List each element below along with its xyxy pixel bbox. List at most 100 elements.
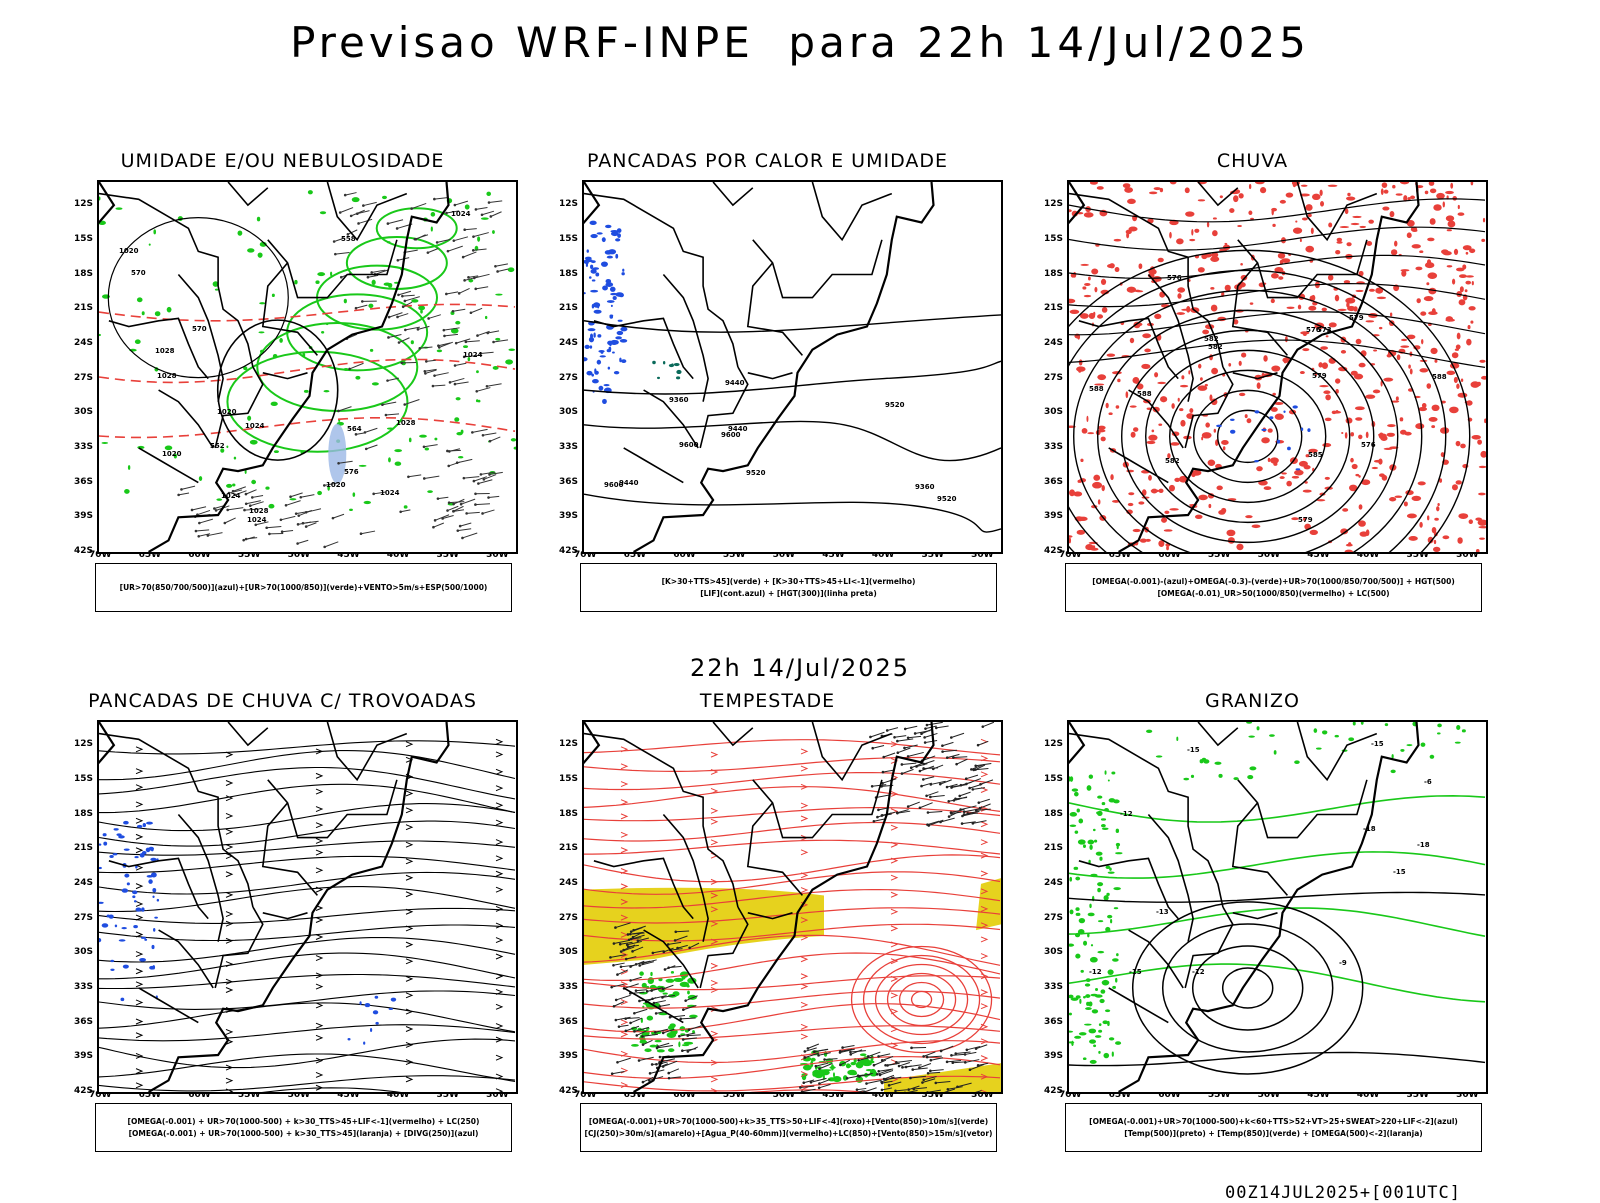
- shaded-area: [1076, 913, 1081, 916]
- latitude-tick-label: 30S: [1035, 407, 1063, 417]
- latitude-tick-label: 36S: [1035, 1017, 1063, 1027]
- wind-vector: [930, 1058, 943, 1062]
- shaded-area: [1481, 239, 1485, 242]
- latitude-tick-label: 21S: [65, 303, 93, 313]
- latitude-tick-label: 12S: [1035, 739, 1063, 749]
- shaded-area: [1294, 470, 1304, 476]
- shaded-area: [238, 231, 243, 236]
- shaded-area: [1101, 437, 1106, 442]
- shaded-area: [1303, 490, 1312, 493]
- shaded-area: [1142, 333, 1151, 338]
- shaded-area: [585, 259, 589, 265]
- shaded-area: [1105, 770, 1107, 774]
- shaded-area: [418, 306, 425, 311]
- wind-vector: [923, 733, 937, 738]
- shaded-area: [618, 320, 623, 322]
- shaded-area: [617, 331, 624, 335]
- shaded-area: [271, 402, 278, 406]
- streamline-arrow: [891, 825, 897, 830]
- shaded-area: [1250, 302, 1254, 304]
- shaded-area: [1140, 539, 1147, 543]
- shaded-area: [1264, 486, 1272, 490]
- shaded-area: [847, 1065, 851, 1067]
- shaded-area: [1221, 440, 1229, 445]
- streamline-arrow: [136, 1033, 142, 1038]
- shaded-area: [1074, 792, 1079, 797]
- streamline-arrow: [136, 932, 142, 937]
- shaded-area: [365, 1003, 371, 1007]
- shaded-area: [155, 311, 161, 316]
- shaded-area: [370, 349, 373, 352]
- shaded-area: [1454, 249, 1458, 255]
- shaded-area: [348, 1038, 351, 1040]
- shaded-area: [1434, 518, 1439, 521]
- shaded-area: [1373, 390, 1380, 394]
- shaded-area: [1128, 492, 1134, 495]
- shaded-area: [1468, 306, 1475, 310]
- wind-vector: [427, 315, 441, 320]
- shaded-area: [689, 1015, 698, 1018]
- shaded-area: [1466, 252, 1469, 255]
- shaded-area: [485, 316, 487, 319]
- shaded-area: [1335, 250, 1340, 254]
- shaded-area: [674, 363, 680, 366]
- shaded-area: [1300, 239, 1302, 242]
- wind-vector: [434, 515, 449, 522]
- streamline-arrow: [981, 871, 987, 876]
- shaded-area: [1396, 396, 1399, 400]
- shaded-area: [1198, 267, 1205, 272]
- shaded-area: [1480, 451, 1486, 458]
- shaded-area: [1158, 258, 1164, 263]
- shaded-area: [1383, 378, 1393, 382]
- shaded-area: [115, 207, 122, 209]
- shaded-area: [860, 1053, 867, 1056]
- shaded-area: [1096, 852, 1103, 856]
- streamline-arrow: [136, 848, 142, 853]
- shaded-area: [1245, 414, 1248, 418]
- shaded-area: [1095, 1035, 1101, 1038]
- shaded-area: [1346, 196, 1355, 200]
- shaded-area: [142, 311, 145, 315]
- shaded-area: [1098, 1051, 1100, 1054]
- streamline: [99, 841, 515, 855]
- contour-label: -13: [1156, 908, 1169, 916]
- shaded-area: [1148, 435, 1157, 441]
- shaded-area: [663, 361, 665, 364]
- shaded-area: [1069, 537, 1071, 543]
- wind-vector: [305, 509, 321, 514]
- shaded-area: [587, 249, 589, 252]
- wind-vector: [893, 736, 906, 739]
- streamline: [99, 953, 515, 979]
- streamline-arrow: [226, 872, 232, 877]
- shaded-area: [1096, 811, 1101, 814]
- streamline: [584, 855, 1000, 882]
- shaded-area: [1252, 524, 1261, 528]
- shaded-area: [1247, 418, 1252, 423]
- shaded-area: [1310, 530, 1318, 535]
- shaded-area: [1300, 371, 1305, 374]
- shaded-area: [1241, 353, 1246, 358]
- map-frame: -12-9-6-15-12-12-15-15-18-15-18-13: [1067, 720, 1488, 1094]
- shaded-area: [1077, 530, 1085, 535]
- wind-vector: [456, 529, 471, 532]
- shaded-area: [1079, 359, 1083, 365]
- shaded-area: [257, 217, 260, 222]
- streamline-arrow: [316, 935, 322, 940]
- shaded-area: [1456, 441, 1461, 446]
- shaded-area: [1307, 428, 1310, 432]
- shaded-area: [1342, 508, 1348, 512]
- shaded-area: [99, 197, 100, 201]
- shaded-area: [139, 958, 146, 962]
- streamline-arrow: [496, 820, 502, 825]
- wind-vector: [362, 202, 377, 206]
- wind-vector: [955, 759, 967, 765]
- wind-vector: [305, 523, 317, 528]
- shaded-area: [1114, 907, 1118, 909]
- shaded-area: [611, 305, 613, 307]
- contour-label: 9520: [885, 401, 905, 409]
- shaded-area: [1366, 432, 1369, 438]
- shaded-area: [1178, 398, 1180, 402]
- shaded-area: [1097, 374, 1106, 380]
- wind-vector: [965, 775, 978, 780]
- shaded-area: [1287, 447, 1291, 451]
